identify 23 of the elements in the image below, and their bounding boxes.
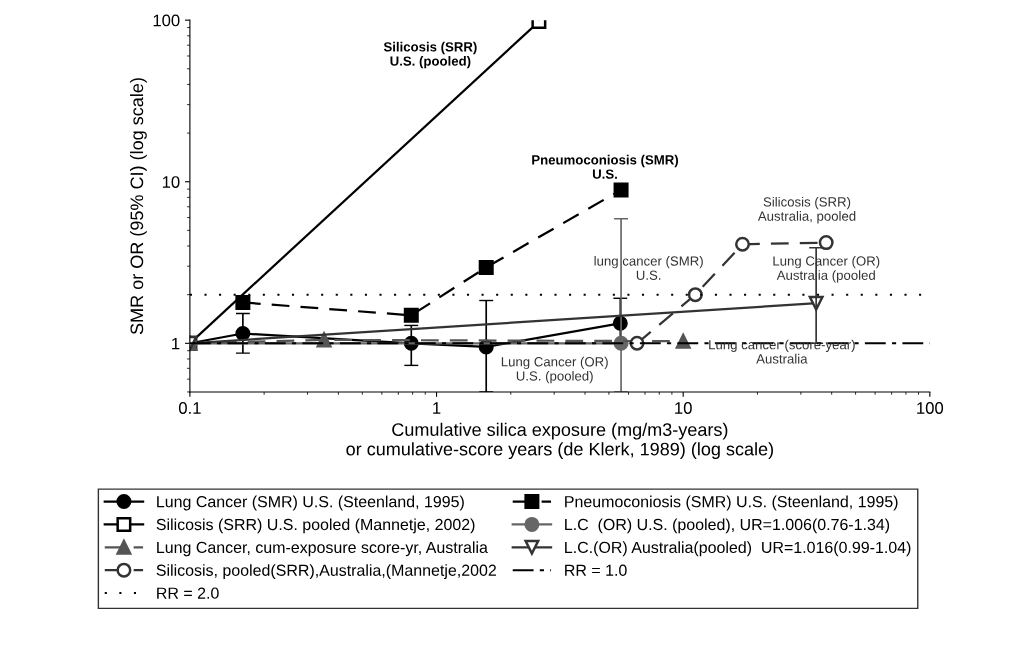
annotation: Pneumoconiosis (SMR) U.S. [532,154,679,179]
annotation: Silicosis (SRR) Australia, pooled [757,196,856,224]
legend-label: L.C (OR) U.S. (pooled), UR=1.006(0.76-1.34) [565,518,890,534]
y-axis-title: SMR or OR (95% CI) (log scale) [129,78,147,335]
x-axis-title: Cumulative silica exposure (mg/m3-years) or cumulative-score years (de Klerk, 1989) (log scale) [346,422,773,460]
y-tick-label: 100 [153,14,180,27]
annotation: Silicosis (SRR) U.S. (pooled) [383,41,477,69]
annotation: lung cancer (SMR) U.S. [594,256,703,280]
legend-label: RR = 1.0 [565,564,627,576]
y-tick-label: 10 [162,176,180,188]
annotation: Lung Cancer (OR) U.S. (pooled) [501,356,608,384]
x-tick-label: 100 [917,402,944,414]
legend-label: Lung Cancer, cum-exposure score-yr, Australia [157,541,488,557]
y-tick-label: 1 [172,337,180,350]
legend-label: L.C.(OR) Australia(pooled) UR=1.016(0.99-1.04) [565,541,911,557]
legend-label: Silicosis (SRR) U.S. pooled (Mannetje, 2002) [156,518,475,534]
legend-label: Pneumoconiosis (SMR) U.S. (Steenland, 1995) [565,495,898,511]
legend-label: Silicosis, pooled(SRR),Australia,(Mannetje,2002 [156,564,496,580]
legend-label: RR = 2.0 [157,587,219,599]
legend-label: Lung Cancer (SMR) U.S. (Steenland, 1995) [157,495,464,511]
x-tick-label: 0.1 [178,402,201,414]
x-tick-label: 1 [433,402,441,414]
x-tick-label: 10 [675,402,692,414]
